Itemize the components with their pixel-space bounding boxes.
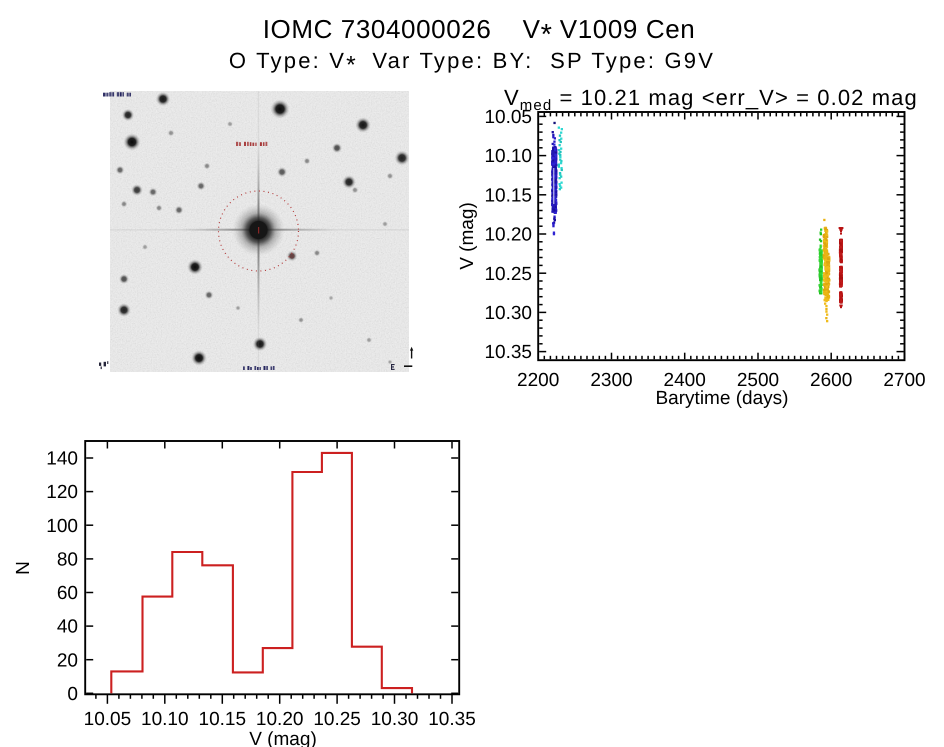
svg-text:140: 140 [46,449,78,470]
svg-text:10.35: 10.35 [428,709,476,730]
svg-text:40: 40 [57,617,78,638]
svg-text:120: 120 [46,482,78,503]
svg-text:2600: 2600 [810,370,852,391]
svg-text:2300: 2300 [590,370,632,391]
svg-text:10.25: 10.25 [313,709,361,730]
svg-text:10.20: 10.20 [256,709,304,730]
svg-text:V (mag): V (mag) [457,202,478,270]
svg-text:80: 80 [57,550,78,571]
svg-text:0: 0 [67,684,78,705]
svg-text:10.30: 10.30 [371,709,419,730]
svg-text:10.10: 10.10 [141,709,189,730]
svg-text:2700: 2700 [883,370,925,391]
svg-text:10.30: 10.30 [484,303,532,324]
svg-text:N: N [13,561,34,575]
svg-text:10.05: 10.05 [484,107,532,128]
svg-text:10.20: 10.20 [484,225,532,246]
svg-text:10.15: 10.15 [484,185,532,206]
svg-text:Barytime (days): Barytime (days) [655,388,788,409]
svg-text:2400: 2400 [664,370,706,391]
svg-text:10.25: 10.25 [484,264,532,285]
svg-text:60: 60 [57,583,78,604]
svg-text:10.10: 10.10 [484,146,532,167]
svg-text:20: 20 [57,650,78,671]
svg-text:10.05: 10.05 [84,709,132,730]
svg-text:2200: 2200 [517,370,559,391]
svg-text:V (mag): V (mag) [249,729,317,747]
svg-text:100: 100 [46,516,78,537]
svg-text:2500: 2500 [737,370,779,391]
svg-text:10.35: 10.35 [484,342,532,363]
svg-text:Vmed = 10.21 mag <err_V> = 0.0: Vmed = 10.21 mag <err_V> = 0.02 mag [504,85,918,114]
svg-text:10.15: 10.15 [199,709,247,730]
